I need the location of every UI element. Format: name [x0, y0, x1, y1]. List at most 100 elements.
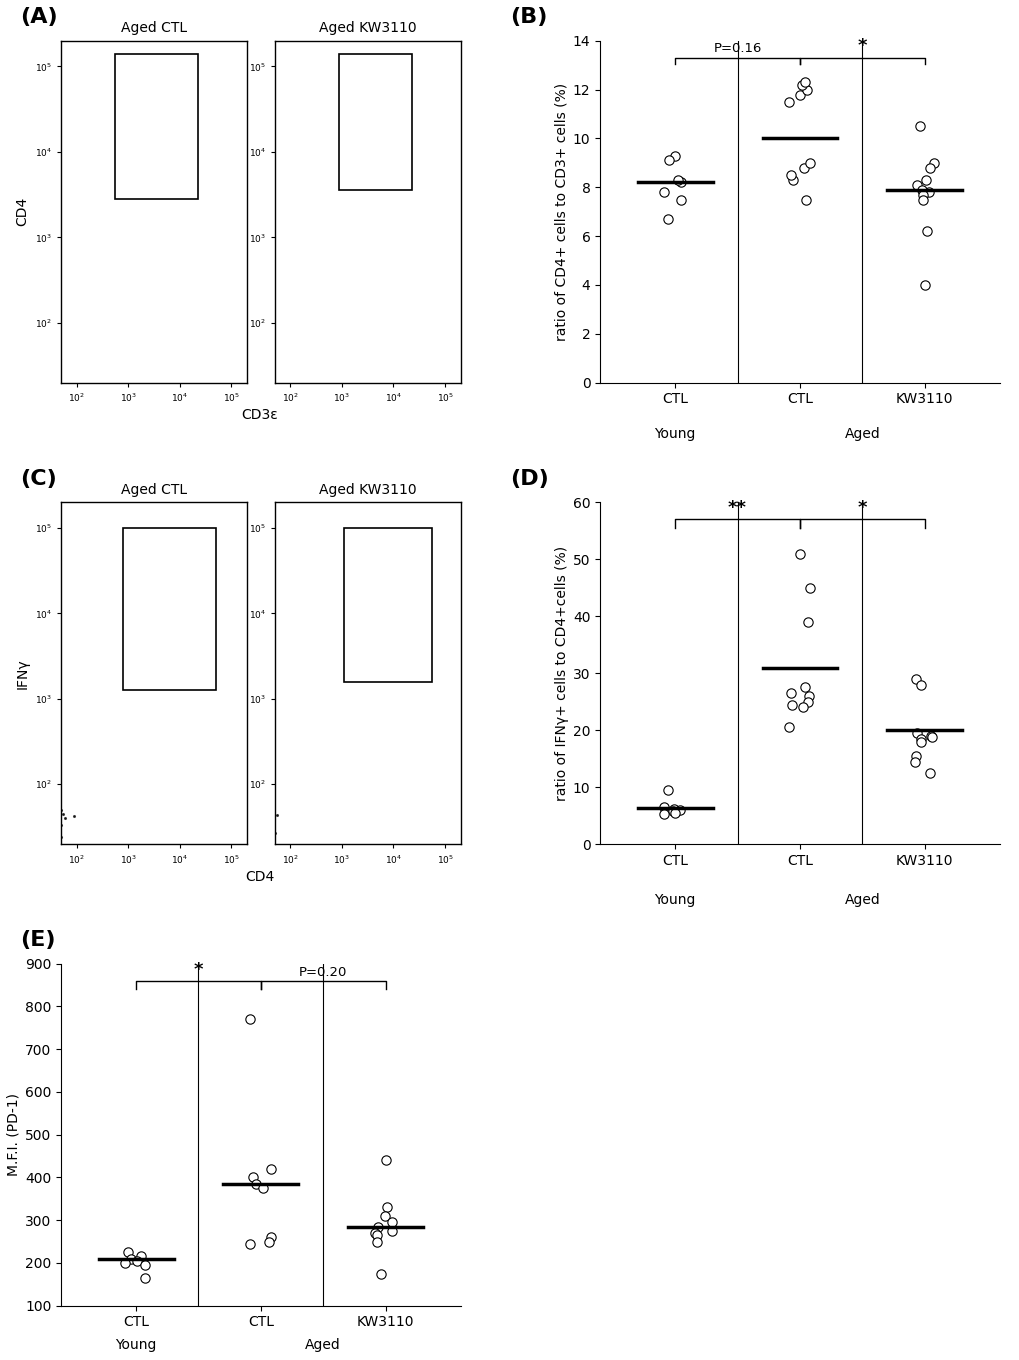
Point: [230, 397, 247, 419]
Point: [230, 397, 247, 419]
Point: [254, 860, 270, 881]
Point: [40, 860, 56, 881]
Point: [233, 860, 250, 881]
Point: [17, 397, 34, 419]
Point: [35, 858, 51, 880]
Point: [230, 397, 247, 419]
Point: [261, 860, 277, 881]
Point: [28, 397, 44, 419]
Point: [35, 860, 51, 881]
Point: [230, 397, 247, 419]
Point: [17, 827, 34, 849]
Point: [906, 751, 922, 772]
Point: [49, 860, 65, 881]
Point: [20, 397, 37, 419]
Point: [232, 860, 249, 881]
Point: [261, 1231, 277, 1253]
Point: [21, 397, 38, 419]
Point: [32, 326, 48, 348]
Point: [231, 860, 248, 881]
Point: [230, 397, 247, 419]
Point: [25, 860, 42, 881]
Point: [31, 345, 47, 367]
Point: [230, 851, 247, 873]
Point: [17, 397, 34, 419]
Point: [230, 860, 247, 881]
Point: [17, 388, 34, 409]
Point: [237, 397, 254, 419]
Point: [17, 860, 34, 881]
Point: [17, 860, 34, 881]
Point: [17, 397, 34, 419]
Point: [230, 397, 247, 419]
Point: [17, 397, 34, 419]
Point: [19, 397, 36, 419]
Point: [230, 390, 247, 412]
Point: [17, 860, 34, 881]
Point: [47, 817, 63, 839]
Point: [36, 860, 52, 881]
Point: [234, 858, 251, 880]
Point: [17, 860, 34, 881]
Point: [17, 382, 34, 404]
Point: [230, 860, 247, 881]
Point: [18, 385, 35, 407]
Point: [234, 397, 251, 419]
Point: [17, 397, 34, 419]
Point: [233, 860, 250, 881]
Point: [236, 857, 253, 879]
Point: [234, 397, 251, 419]
Point: [230, 860, 247, 881]
Point: [17, 397, 34, 419]
Point: [17, 860, 34, 881]
Point: [230, 379, 247, 401]
Point: [242, 397, 258, 419]
Point: [248, 329, 264, 351]
Point: [17, 396, 34, 418]
Point: [264, 805, 280, 827]
Point: [249, 860, 265, 881]
Point: [230, 397, 247, 419]
Point: [230, 397, 247, 419]
Point: [244, 860, 260, 881]
Point: [249, 855, 265, 877]
Point: [23, 392, 40, 413]
Point: [37, 375, 53, 397]
Point: [32, 325, 48, 347]
Point: [18, 853, 35, 874]
Point: [44, 340, 60, 362]
Point: [26, 860, 43, 881]
Point: [17, 397, 34, 419]
Point: [230, 860, 247, 881]
Point: [21, 396, 38, 418]
Point: [235, 860, 252, 881]
Point: [230, 860, 247, 881]
Point: [17, 397, 34, 419]
Point: [26, 354, 43, 375]
Point: [247, 396, 263, 418]
Point: [23, 369, 40, 390]
Point: [32, 860, 48, 881]
Point: [28, 348, 44, 370]
Point: [30, 340, 46, 362]
Point: [18, 860, 35, 881]
Point: [230, 390, 247, 412]
Point: [17, 397, 34, 419]
Point: [17, 374, 34, 396]
Point: [245, 397, 261, 419]
Point: [52, 834, 68, 855]
Point: [230, 385, 247, 407]
Point: [230, 397, 247, 419]
Point: [28, 341, 44, 363]
Point: [230, 397, 247, 419]
Point: [261, 860, 277, 881]
Point: [38, 397, 54, 419]
Point: [232, 860, 249, 881]
Point: [230, 385, 247, 407]
Point: [231, 843, 248, 865]
Point: [17, 860, 34, 881]
Point: [245, 397, 261, 419]
Point: [230, 390, 247, 412]
Point: [46, 809, 62, 831]
Point: [230, 394, 247, 416]
